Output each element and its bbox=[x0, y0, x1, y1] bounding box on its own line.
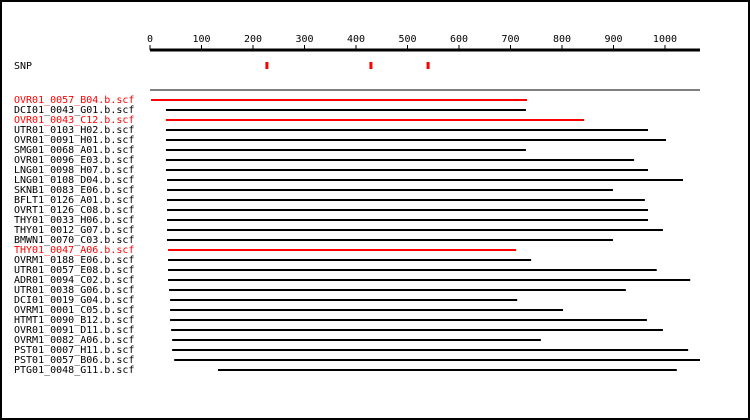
read-label: OVRM1_0082_A06.b.scf bbox=[14, 335, 134, 346]
x-tick-label: 1000 bbox=[653, 34, 677, 45]
read-label: OVR01_0091_H01.b.scf bbox=[14, 135, 134, 146]
read-label: UTR01_0103_H02.b.scf bbox=[14, 125, 134, 136]
x-tick-label: 0 bbox=[147, 34, 153, 45]
read-label: THY01_0012_G07.b.scf bbox=[14, 225, 134, 236]
x-tick-label: 500 bbox=[398, 34, 416, 45]
x-tick-label: 700 bbox=[501, 34, 519, 45]
read-label: LNG01_0098_H07.b.scf bbox=[14, 165, 134, 176]
read-label: THY01_0033_H06.b.scf bbox=[14, 215, 134, 226]
read-label: ADR01_0094_C02.b.scf bbox=[14, 275, 134, 286]
x-tick-label: 200 bbox=[244, 34, 262, 45]
snp-mark bbox=[265, 62, 269, 69]
snp-label: SNP bbox=[14, 61, 32, 72]
read-label: BFLT1_0126_A01.b.scf bbox=[14, 195, 134, 206]
read-label: OVRT1_0126_C08.b.scf bbox=[14, 205, 134, 216]
read-label: OVRM1_0001_C05.b.scf bbox=[14, 305, 134, 316]
read-label: OVRM1_0188_E06.b.scf bbox=[14, 255, 134, 266]
x-tick-label: 400 bbox=[347, 34, 365, 45]
x-tick-label: 100 bbox=[192, 34, 210, 45]
read-label: UTR01_0057_E08.b.scf bbox=[14, 265, 134, 276]
read-label: OVR01_0091_D11.b.scf bbox=[14, 325, 134, 336]
read-label: DCI01_0019_G04.b.scf bbox=[14, 295, 134, 306]
read-label: PST01_0057_B06.b.scf bbox=[14, 355, 134, 366]
read-label: DCI01_0043_G01.b.scf bbox=[14, 105, 134, 116]
read-label: OVR01_0096_E03.b.scf bbox=[14, 155, 134, 166]
snp-mark bbox=[426, 62, 430, 69]
x-tick-label: 300 bbox=[295, 34, 313, 45]
read-label: HTMT1_0090_B12.b.scf bbox=[14, 315, 134, 326]
read-label: PTG01_0048_G11.b.scf bbox=[14, 365, 134, 376]
read-label: LNG01_0108_D04.b.scf bbox=[14, 175, 134, 186]
read-label: OVR01_0043_C12.b.scf bbox=[14, 115, 134, 126]
x-tick-label: 900 bbox=[604, 34, 622, 45]
read-label: PST01_0007_H11.b.scf bbox=[14, 345, 134, 356]
read-label: BMWN1_0070_C03.b.scf bbox=[14, 235, 134, 246]
read-label: SKNB1_0083_E06.b.scf bbox=[14, 185, 134, 196]
read-label: UTR01_0038_G06.b.scf bbox=[14, 285, 134, 296]
read-label: THY01_0047_A06.b.scf bbox=[14, 245, 134, 256]
read-label: OVR01_0057_B04.b.scf bbox=[14, 95, 134, 106]
snp-mark bbox=[369, 62, 373, 69]
x-tick-label: 800 bbox=[553, 34, 571, 45]
read-label: SMG01_0068_A01.b.scf bbox=[14, 145, 134, 156]
x-tick-label: 600 bbox=[450, 34, 468, 45]
